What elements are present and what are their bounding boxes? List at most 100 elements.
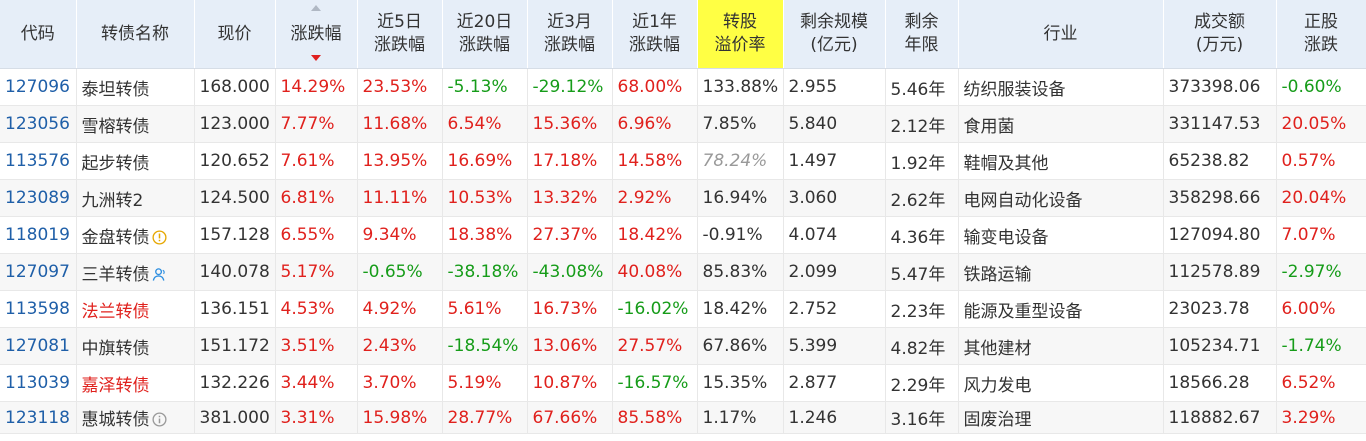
- cell-industry-value: 鞋帽及其他: [963, 153, 1049, 174]
- cell-stock_chg-value: 7.07%: [1281, 225, 1336, 245]
- cell-premium-value: 133.88%: [702, 77, 779, 97]
- cell-scale: 5.840: [783, 105, 886, 143]
- cell-premium: 67.86%: [697, 327, 784, 365]
- cell-premium-value: 67.86%: [702, 336, 768, 356]
- cell-code[interactable]: 123089: [0, 179, 77, 217]
- cell-chg5d: 15.98%: [357, 401, 443, 434]
- cell-chg20d: -38.18%: [442, 253, 528, 291]
- cell-industry-value: 电网自动化设备: [963, 190, 1083, 211]
- cell-name[interactable]: 嘉泽转债: [76, 364, 195, 402]
- column-header-chg1y[interactable]: 近1年 涨跌幅: [612, 0, 698, 69]
- column-header-years[interactable]: 剩余 年限: [885, 0, 959, 69]
- column-header-label: 溢价率: [714, 35, 766, 55]
- cell-code[interactable]: 123118: [0, 401, 77, 434]
- cell-industry-value: 食用菌: [963, 116, 1015, 137]
- cell-chg-value: 3.31%: [280, 407, 335, 428]
- info-circle-icon[interactable]: [151, 412, 167, 427]
- cell-code[interactable]: 113039: [0, 364, 77, 402]
- cell-chg3m: -29.12%: [527, 68, 613, 106]
- cell-price: 381.000: [194, 401, 276, 434]
- table-row[interactable]: 127096 泰坦转债 168.000 14.29% 23.53% -5.13% -29.1…: [0, 68, 1366, 106]
- cell-turnover: 105234.71: [1163, 327, 1277, 365]
- column-header-industry[interactable]: 行业: [958, 0, 1164, 69]
- cell-chg20d-value: 18.38%: [447, 225, 513, 245]
- table-row[interactable]: 123089 九洲转2 124.500 6.81% 11.11% 10.53% 13.32%…: [0, 179, 1366, 217]
- cell-chg3m-value: 13.06%: [532, 336, 598, 356]
- cell-name[interactable]: 泰坦转债: [76, 68, 195, 106]
- column-header-label: 近20日: [456, 12, 513, 32]
- cell-code[interactable]: 113576: [0, 142, 77, 180]
- cell-chg1y: 6.96%: [612, 105, 698, 143]
- cell-industry-value: 风力发电: [963, 375, 1032, 396]
- column-header-chg5d[interactable]: 近5日 涨跌幅: [357, 0, 443, 69]
- cell-years-value: 4.82年: [890, 338, 946, 359]
- cell-name[interactable]: 九洲转2: [76, 179, 195, 217]
- column-header-stock_chg[interactable]: 正股 涨跌: [1276, 0, 1366, 69]
- cell-name[interactable]: 法兰转债: [76, 290, 195, 328]
- column-header-label: 涨跌幅: [374, 35, 425, 55]
- table-row[interactable]: 113576 起步转债 120.652 7.61% 13.95% 16.69% 17.18%…: [0, 142, 1366, 180]
- column-header-chg20d[interactable]: 近20日 涨跌幅: [442, 0, 528, 69]
- cell-name[interactable]: 起步转债: [76, 142, 195, 180]
- cell-name[interactable]: 三羊转债: [76, 253, 195, 291]
- cell-industry: 铁路运输: [958, 253, 1164, 291]
- cell-name[interactable]: 中旗转债: [76, 327, 195, 365]
- cell-chg3m: 10.87%: [527, 364, 613, 402]
- cell-code[interactable]: 127097: [0, 253, 77, 291]
- column-header-chg[interactable]: 涨跌幅: [275, 0, 358, 69]
- column-header-label: 现价: [217, 23, 252, 44]
- cell-turnover: 118882.67: [1163, 401, 1277, 434]
- column-header-turnover[interactable]: 成交额 (万元): [1163, 0, 1277, 69]
- column-header-label: 代码: [20, 23, 55, 44]
- cell-chg3m: -43.08%: [527, 253, 613, 291]
- cell-chg: 3.51%: [275, 327, 358, 365]
- cell-chg1y-value: -16.57%: [617, 373, 689, 393]
- cell-stock_chg: -0.60%: [1276, 68, 1366, 106]
- user-icon[interactable]: [152, 267, 167, 282]
- cell-premium: 15.35%: [697, 364, 784, 402]
- table-row[interactable]: 113598 法兰转债 136.151 4.53% 4.92% 5.61% 16.73% -1…: [0, 290, 1366, 328]
- table-body: 127096 泰坦转债 168.000 14.29% 23.53% -5.13% -29.1…: [0, 68, 1366, 434]
- cell-price-value: 168.000: [199, 77, 270, 97]
- column-header-name[interactable]: 转债名称: [76, 0, 195, 69]
- cell-code[interactable]: 127081: [0, 327, 77, 365]
- column-header-chg3m[interactable]: 近3月 涨跌幅: [527, 0, 613, 69]
- cell-code-value: 113598: [5, 299, 70, 319]
- cell-chg1y: 68.00%: [612, 68, 698, 106]
- cell-chg5d: 23.53%: [357, 68, 443, 106]
- column-header-price[interactable]: 现价: [194, 0, 276, 69]
- cell-years: 3.16年: [885, 401, 959, 434]
- cell-name[interactable]: 雪榕转债: [76, 105, 195, 143]
- cell-name[interactable]: 惠城转债: [76, 401, 195, 434]
- cell-stock_chg: 3.29%: [1276, 401, 1366, 434]
- table-row[interactable]: 127081 中旗转债 151.172 3.51% 2.43% -18.54% 13.06%…: [0, 327, 1366, 365]
- table-row[interactable]: 127097 三羊转债 140.078 5.17% -0.65% -38.18% -43.0…: [0, 253, 1366, 291]
- cell-chg20d: 16.69%: [442, 142, 528, 180]
- cell-turnover-value: 331147.53: [1168, 114, 1261, 134]
- column-header-label: 涨跌: [1304, 35, 1338, 55]
- cell-code[interactable]: 127096: [0, 68, 77, 106]
- column-header-premium[interactable]: 转股 溢价率: [697, 0, 784, 69]
- cell-name[interactable]: 金盘转债: [76, 216, 195, 254]
- cell-chg: 5.17%: [275, 253, 358, 291]
- column-header-label: 正股: [1304, 12, 1338, 32]
- cell-price: 132.226: [194, 364, 276, 402]
- column-header-scale[interactable]: 剩余规模 (亿元): [783, 0, 886, 69]
- table-row[interactable]: 123056 雪榕转债 123.000 7.77% 11.68% 6.54% 15.36% 6…: [0, 105, 1366, 143]
- cell-stock_chg: -2.97%: [1276, 253, 1366, 291]
- cell-code-value: 113039: [5, 373, 70, 393]
- cell-code[interactable]: 113598: [0, 290, 77, 328]
- table-row[interactable]: 113039 嘉泽转债 132.226 3.44% 3.70% 5.19% 10.87% -1…: [0, 364, 1366, 402]
- cell-code[interactable]: 123056: [0, 105, 77, 143]
- cell-chg1y-value: 85.58%: [617, 407, 683, 428]
- cell-premium: 1.17%: [697, 401, 784, 434]
- table-row[interactable]: 123118 惠城转债 381.000 3.31% 15.98% 28.77% 67.66%…: [0, 401, 1366, 434]
- cell-chg5d: 2.43%: [357, 327, 443, 365]
- cell-premium-value: 18.42%: [702, 299, 768, 319]
- cell-chg1y-value: -16.02%: [617, 299, 689, 319]
- table-row[interactable]: 118019 金盘转债 157.128 6.55% 9.34% 18.38% 27.37% 1…: [0, 216, 1366, 254]
- column-header-code[interactable]: 代码: [0, 0, 77, 69]
- cell-code[interactable]: 118019: [0, 216, 77, 254]
- exclamation-circle-icon[interactable]: [151, 229, 167, 245]
- cell-chg5d: 13.95%: [357, 142, 443, 180]
